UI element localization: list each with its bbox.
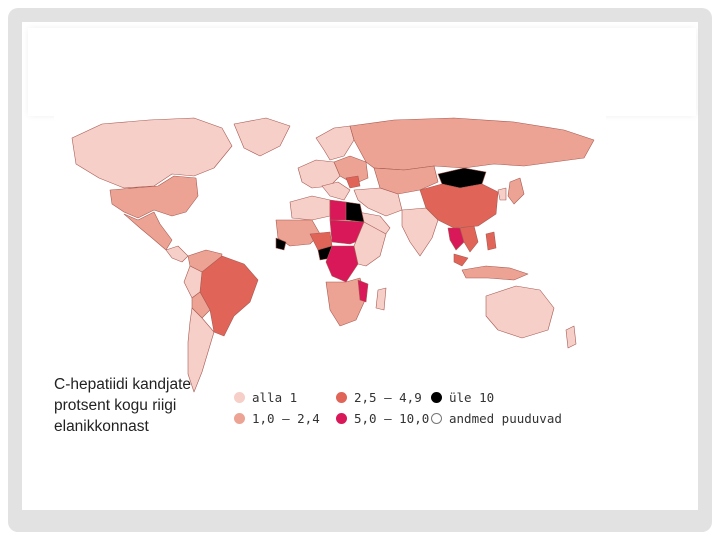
legend-swatch <box>234 392 245 403</box>
region-morocco-algeria <box>289 195 331 221</box>
region-brazil <box>199 255 259 337</box>
region-madagascar <box>375 287 387 311</box>
legend-label: 1,0 – 2,4 <box>252 411 320 426</box>
region-australia <box>485 285 555 339</box>
region-india <box>401 207 439 257</box>
region-malaysia <box>453 253 469 267</box>
legend-item-alla-1: alla 1 <box>234 390 297 405</box>
legend-label: alla 1 <box>252 390 298 405</box>
world-map <box>71 117 595 393</box>
region-usa <box>109 175 199 219</box>
region-west-africa <box>275 219 321 247</box>
region-eastern-europe <box>333 155 369 185</box>
legend-item-no-data: andmed puuduvad <box>431 411 562 426</box>
legend-title-line-3: elanikkonnast <box>54 418 149 435</box>
region-central-africa <box>325 245 359 283</box>
region-mozambique <box>357 279 369 303</box>
legend-swatch <box>336 413 347 424</box>
region-japan <box>507 177 525 205</box>
region-philippines <box>485 231 497 251</box>
legend-swatch <box>431 413 442 424</box>
legend-title: C-hepatiidi kandjate protsent kogu riigi… <box>54 374 234 437</box>
region-central-america <box>165 245 189 263</box>
legend-title-line-1: C-hepatiidi kandjate <box>54 376 192 393</box>
region-iceland-scandinavia <box>315 125 355 161</box>
slide-title-area <box>28 28 696 116</box>
region-egypt <box>345 201 365 223</box>
legend-label: üle 10 <box>449 390 495 405</box>
legend-swatch <box>234 413 245 424</box>
legend-item-2-5-4-9: 2,5 – 4,9 <box>336 390 422 405</box>
region-east-africa <box>353 221 387 267</box>
region-turkey-iran <box>353 187 403 217</box>
region-romania <box>345 175 361 189</box>
region-guinea <box>275 237 287 251</box>
legend-item-ule-10: üle 10 <box>431 390 494 405</box>
region-indonesia <box>461 265 529 281</box>
region-canada <box>71 117 233 189</box>
region-mexico <box>123 211 173 251</box>
legend-item-1-2-4: 1,0 – 2,4 <box>234 411 320 426</box>
legend-label: andmed puuduvad <box>449 411 562 426</box>
region-libya <box>329 199 347 221</box>
region-indochina <box>459 225 479 253</box>
region-argentina-chile <box>187 307 215 393</box>
region-southern-africa <box>325 277 367 327</box>
region-italy-balkans <box>321 181 351 201</box>
region-new-zealand <box>565 325 577 349</box>
region-korea <box>497 187 507 201</box>
legend-swatch <box>431 392 442 403</box>
region-thailand <box>447 227 465 251</box>
legend-swatch <box>336 392 347 403</box>
legend-item-5-10: 5,0 – 10,0 <box>336 411 429 426</box>
hepatitis-c-world-map: C-hepatiidi kandjate protsent kogu riigi… <box>54 116 606 462</box>
legend-title-line-2: protsent kogu riigi <box>54 397 177 414</box>
region-russia <box>349 117 595 171</box>
legend-label: 2,5 – 4,9 <box>354 390 422 405</box>
region-western-europe <box>297 159 341 189</box>
region-greenland <box>233 117 291 157</box>
legend-label: 5,0 – 10,0 <box>354 411 430 426</box>
